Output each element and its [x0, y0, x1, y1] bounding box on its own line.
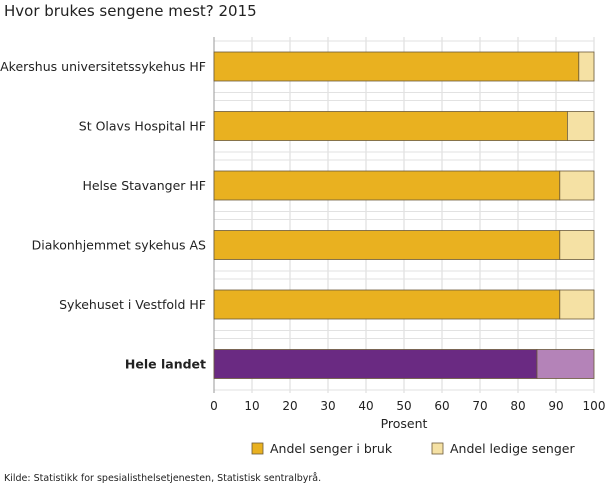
bar-segment	[559, 170, 595, 201]
x-tick-label: 20	[282, 399, 297, 413]
x-tick-label: 100	[583, 399, 606, 413]
x-tick-label: 40	[358, 399, 373, 413]
bar-segment	[536, 349, 595, 379]
legend-label: Andel senger i bruk	[270, 441, 393, 456]
bar-segment	[213, 289, 561, 320]
category-label: Akershus universitetssykehus HF	[0, 59, 206, 74]
category-label: Sykehuset i Vestfold HF	[59, 297, 206, 312]
chart-title: Hvor brukes sengene mest? 2015	[4, 2, 257, 20]
x-tick-label: 10	[244, 399, 259, 413]
category-label: Helse Stavanger HF	[82, 178, 206, 193]
legend-label: Andel ledige senger	[450, 441, 575, 456]
bar-segment	[213, 111, 568, 141]
legend-swatch	[251, 442, 264, 455]
bar-segment	[213, 170, 561, 201]
bar-segment	[559, 289, 595, 320]
bar-segment	[213, 51, 580, 82]
x-tick-label: 90	[548, 399, 563, 413]
legend-swatch	[431, 442, 444, 455]
x-tick-label: 50	[396, 399, 411, 413]
category-label: St Olavs Hospital HF	[79, 119, 206, 134]
category-label: Diakonhjemmet sykehus AS	[32, 238, 206, 253]
bar-segment	[567, 111, 595, 141]
x-tick-label: 30	[320, 399, 335, 413]
x-tick-label: 70	[472, 399, 487, 413]
bar-segment	[578, 51, 595, 82]
x-tick-label: 80	[510, 399, 525, 413]
x-tick-label: 60	[434, 399, 449, 413]
bar-segment	[213, 349, 538, 379]
bar-segment	[559, 230, 595, 260]
chart: 0 10 20 30 40 50 60 70 80 90 100 Akershus universit…	[0, 37, 606, 456]
x-tick-label: 0	[210, 399, 218, 413]
x-axis-label: Prosent	[381, 416, 428, 431]
category-label: Hele landet	[125, 357, 206, 372]
bar-segment	[213, 230, 561, 260]
source-note: Kilde: Statistikk for spesialisthelsetje…	[4, 473, 322, 484]
